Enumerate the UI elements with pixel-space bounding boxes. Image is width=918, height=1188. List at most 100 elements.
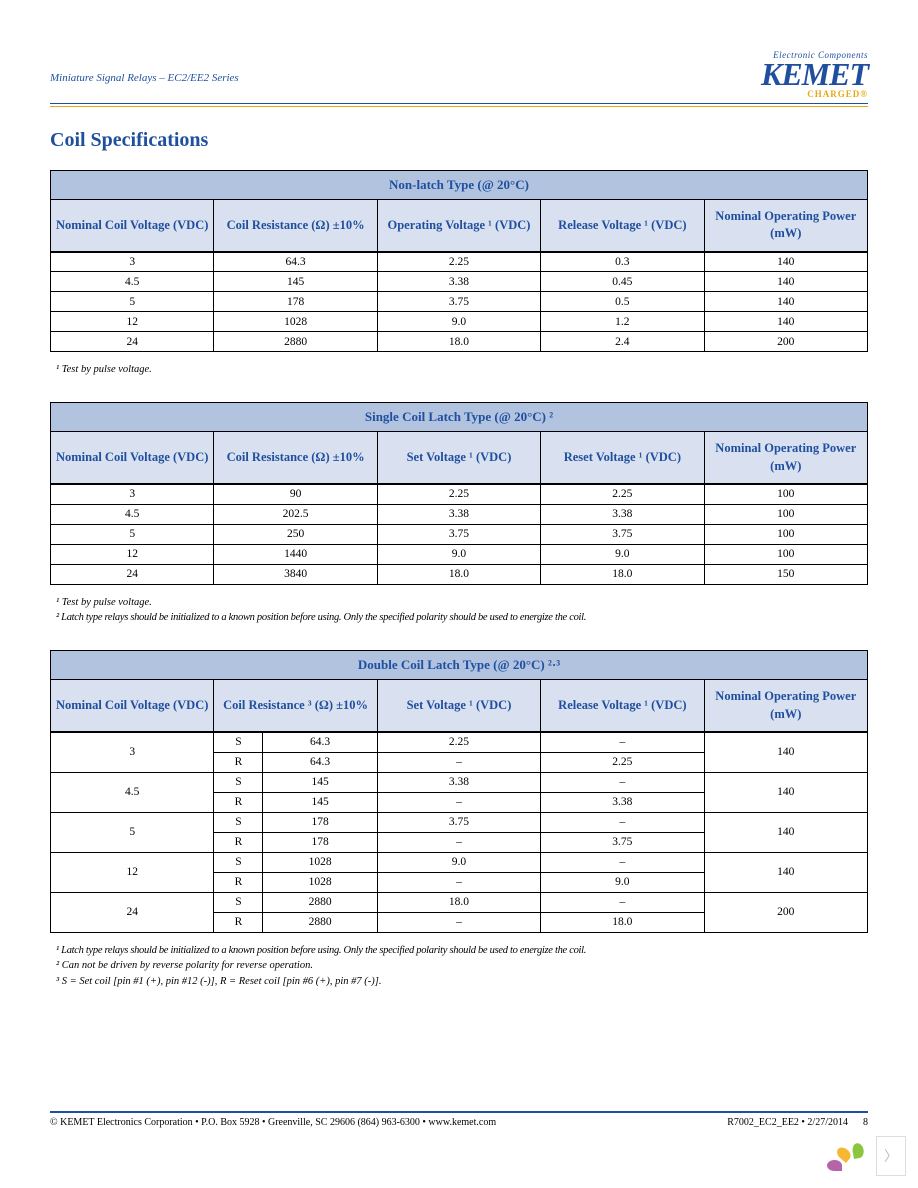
table-cell: 3.75 [377, 292, 540, 312]
table-cell: S [214, 812, 263, 832]
page-footer: © KEMET Electronics Corporation • P.O. B… [50, 1111, 868, 1128]
table-row: 4.5202.53.383.38100 [51, 504, 868, 524]
table-cell: 9.0 [377, 312, 540, 332]
table-cell: 178 [214, 292, 377, 312]
col-header: Nominal Coil Voltage (VDC) [51, 680, 214, 733]
table-cell: 3.75 [541, 524, 704, 544]
table-row: 52503.753.75100 [51, 524, 868, 544]
page-header: Miniature Signal Relays – EC2/EE2 Series… [50, 50, 868, 99]
table-cell: 3.38 [541, 504, 704, 524]
table-cell: 140 [704, 732, 867, 772]
table-title: Non-latch Type (@ 20°C) [51, 170, 868, 199]
table-cell: 24 [51, 564, 214, 584]
col-header: Operating Voltage ¹ (VDC) [377, 199, 540, 252]
table-cell: 100 [704, 524, 867, 544]
table-row: 12S10289.0–140 [51, 852, 868, 872]
table-cell: – [541, 892, 704, 912]
footer-left: © KEMET Electronics Corporation • P.O. B… [50, 1117, 496, 1128]
table-cell: 150 [704, 564, 867, 584]
table-row: 24288018.02.4200 [51, 332, 868, 352]
table-cell: R [214, 912, 263, 932]
table-cell: 24 [51, 332, 214, 352]
table-cell: 1028 [263, 852, 377, 872]
table-cell: 2.25 [377, 732, 540, 752]
table-title: Double Coil Latch Type (@ 20°C) ²·³ [51, 651, 868, 680]
table-cell: 9.0 [541, 544, 704, 564]
table-cell: 3 [51, 484, 214, 504]
next-page-button[interactable]: 〉 [876, 1136, 906, 1176]
table-cell: 9.0 [377, 544, 540, 564]
col-header: Nominal Operating Power (mW) [704, 432, 867, 485]
table-cell: 145 [263, 772, 377, 792]
doc-title: Miniature Signal Relays – EC2/EE2 Series [50, 72, 239, 84]
table-cell: 140 [704, 852, 867, 892]
table-row: 4.51453.380.45140 [51, 272, 868, 292]
table-row: 24384018.018.0150 [51, 564, 868, 584]
table-row: 1214409.09.0100 [51, 544, 868, 564]
table-cell: 0.5 [541, 292, 704, 312]
table-cell: 3.38 [377, 772, 540, 792]
col-header: Release Voltage ¹ (VDC) [541, 199, 704, 252]
table-cell: 64.3 [263, 752, 377, 772]
col-header: Release Voltage ¹ (VDC) [541, 680, 704, 733]
table-cell: 3 [51, 252, 214, 272]
table-cell: 3.75 [541, 832, 704, 852]
col-header: Coil Resistance (Ω) ±10% [214, 199, 377, 252]
table-cell: 18.0 [377, 332, 540, 352]
table-cell: 3.38 [377, 504, 540, 524]
table-cell: 2880 [263, 892, 377, 912]
table-cell: 202.5 [214, 504, 377, 524]
table-cell: 18.0 [377, 564, 540, 584]
table-row: 24S288018.0–200 [51, 892, 868, 912]
table-cell: – [377, 912, 540, 932]
table-row: 3902.252.25100 [51, 484, 868, 504]
table-cell: 100 [704, 484, 867, 504]
table-cell: 1028 [263, 872, 377, 892]
table-cell: 2.25 [541, 484, 704, 504]
table-cell: 100 [704, 504, 867, 524]
col-header: Set Voltage ¹ (VDC) [377, 680, 540, 733]
table-cell: 145 [263, 792, 377, 812]
col-header: Reset Voltage ¹ (VDC) [541, 432, 704, 485]
table-cell: 178 [263, 812, 377, 832]
table-cell: – [377, 792, 540, 812]
table-double-coil: Double Coil Latch Type (@ 20°C) ²·³ Nomi… [50, 650, 868, 933]
table-cell: 3.75 [377, 812, 540, 832]
table-row: 3S64.32.25–140 [51, 732, 868, 752]
brand-logo: Electronic Components KEMET CHARGED® [761, 50, 868, 99]
table-cell: 2880 [214, 332, 377, 352]
page-corner-controls: 〉 [840, 1136, 906, 1176]
table-cell: R [214, 752, 263, 772]
table-single-coil: Single Coil Latch Type (@ 20°C) ² Nomina… [50, 402, 868, 585]
col-header: Coil Resistance ³ (Ω) ±10% [214, 680, 377, 733]
table-cell: 3840 [214, 564, 377, 584]
table-cell: 4.5 [51, 272, 214, 292]
table-row: 4.5S1453.38–140 [51, 772, 868, 792]
table-cell: 4.5 [51, 772, 214, 812]
table-title: Single Coil Latch Type (@ 20°C) ² [51, 403, 868, 432]
table-cell: 140 [704, 772, 867, 812]
table-cell: R [214, 792, 263, 812]
table-cell: 200 [704, 332, 867, 352]
col-header: Nominal Coil Voltage (VDC) [51, 432, 214, 485]
table-cell: – [377, 872, 540, 892]
table-cell: 145 [214, 272, 377, 292]
col-header: Nominal Operating Power (mW) [704, 199, 867, 252]
table-cell: 140 [704, 812, 867, 852]
table-cell: 0.45 [541, 272, 704, 292]
table-cell: 64.3 [214, 252, 377, 272]
table-cell: 12 [51, 852, 214, 892]
table-cell: 3.75 [377, 524, 540, 544]
table-row: 5S1783.75–140 [51, 812, 868, 832]
footnote: ² Can not be driven by reverse polarity … [56, 958, 868, 974]
table-cell: 4.5 [51, 504, 214, 524]
table-cell: 3.38 [377, 272, 540, 292]
table-cell: 178 [263, 832, 377, 852]
table-cell: 12 [51, 312, 214, 332]
table-cell: 9.0 [377, 852, 540, 872]
table-cell: 2.25 [541, 752, 704, 772]
col-header: Nominal Operating Power (mW) [704, 680, 867, 733]
footnotes-1: ¹ Test by pulse voltage. [50, 362, 868, 378]
table-cell: 0.3 [541, 252, 704, 272]
col-header: Nominal Coil Voltage (VDC) [51, 199, 214, 252]
